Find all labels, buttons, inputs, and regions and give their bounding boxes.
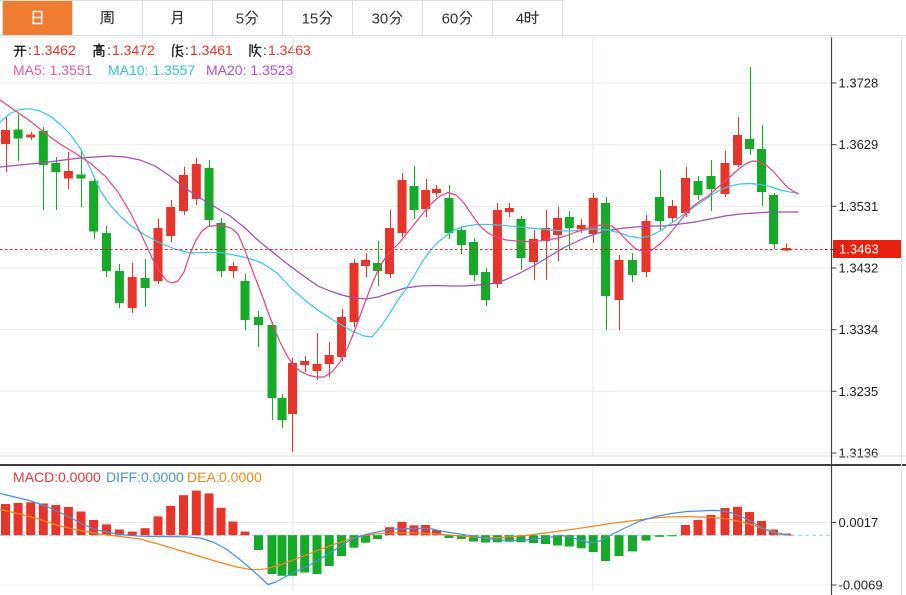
- svg-text:1.3531: 1.3531: [839, 199, 879, 214]
- svg-text:5: 5: [236, 11, 244, 28]
- svg-text:1.3461: 1.3461: [190, 42, 233, 58]
- svg-text:1.3463: 1.3463: [839, 242, 879, 257]
- svg-text:1.3463: 1.3463: [268, 42, 311, 58]
- svg-text:MA20: 1.3523: MA20: 1.3523: [206, 62, 293, 78]
- svg-text::: :: [28, 42, 32, 58]
- svg-text:1.3432: 1.3432: [839, 261, 879, 276]
- svg-text:30: 30: [372, 11, 389, 28]
- svg-text:4: 4: [516, 11, 524, 28]
- svg-text:0.0000: 0.0000: [141, 469, 184, 485]
- svg-text:15: 15: [302, 11, 319, 28]
- svg-text:1.3629: 1.3629: [839, 137, 879, 152]
- svg-text:MA10: 1.3557: MA10: 1.3557: [108, 62, 195, 78]
- svg-text:0.0000: 0.0000: [219, 469, 262, 485]
- svg-text::: :: [263, 42, 267, 58]
- svg-text:-0.0069: -0.0069: [839, 578, 883, 593]
- svg-text::: :: [107, 42, 111, 58]
- svg-text:DIFF:: DIFF:: [106, 469, 141, 485]
- svg-text:1.3472: 1.3472: [112, 42, 155, 58]
- svg-text:MA5: 1.3551: MA5: 1.3551: [13, 62, 93, 78]
- svg-text:1.3334: 1.3334: [839, 322, 879, 337]
- svg-text:1.3728: 1.3728: [839, 76, 879, 91]
- svg-text:1.3235: 1.3235: [839, 384, 879, 399]
- svg-text:DEA:: DEA:: [187, 469, 220, 485]
- svg-text:1.3462: 1.3462: [33, 42, 76, 58]
- svg-text:60: 60: [442, 11, 459, 28]
- svg-text:0.0000: 0.0000: [58, 469, 101, 485]
- svg-text:MACD:: MACD:: [13, 469, 58, 485]
- svg-text:1.3136: 1.3136: [839, 446, 879, 461]
- svg-text:0.0017: 0.0017: [839, 515, 879, 530]
- svg-text::: :: [185, 42, 189, 58]
